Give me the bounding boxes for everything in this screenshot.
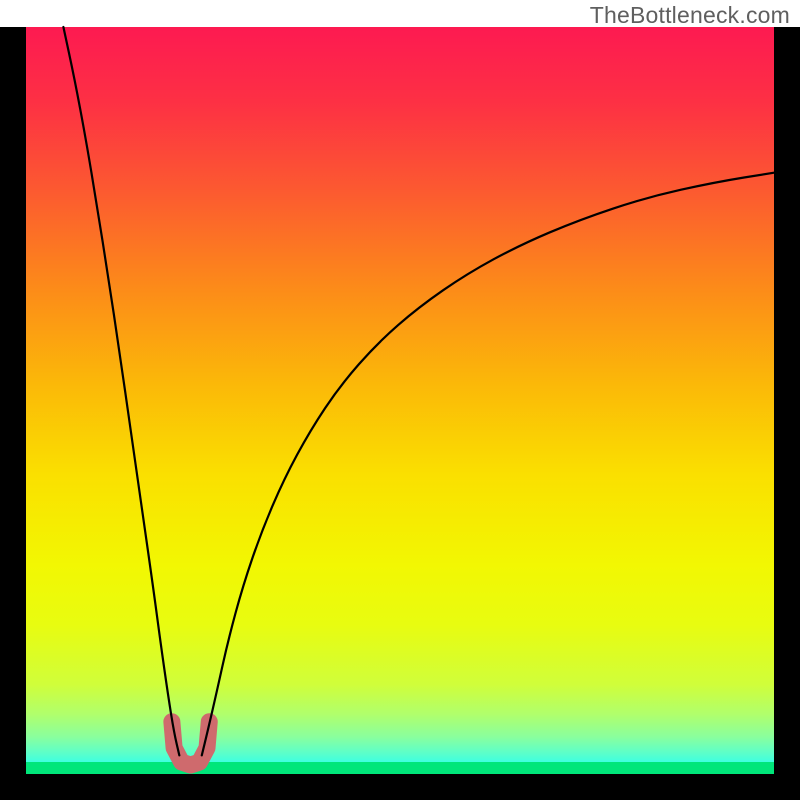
bottleneck-chart: TheBottleneck.com (0, 0, 800, 800)
bottleneck-curve (26, 27, 774, 774)
watermark-text: TheBottleneck.com (590, 2, 790, 29)
